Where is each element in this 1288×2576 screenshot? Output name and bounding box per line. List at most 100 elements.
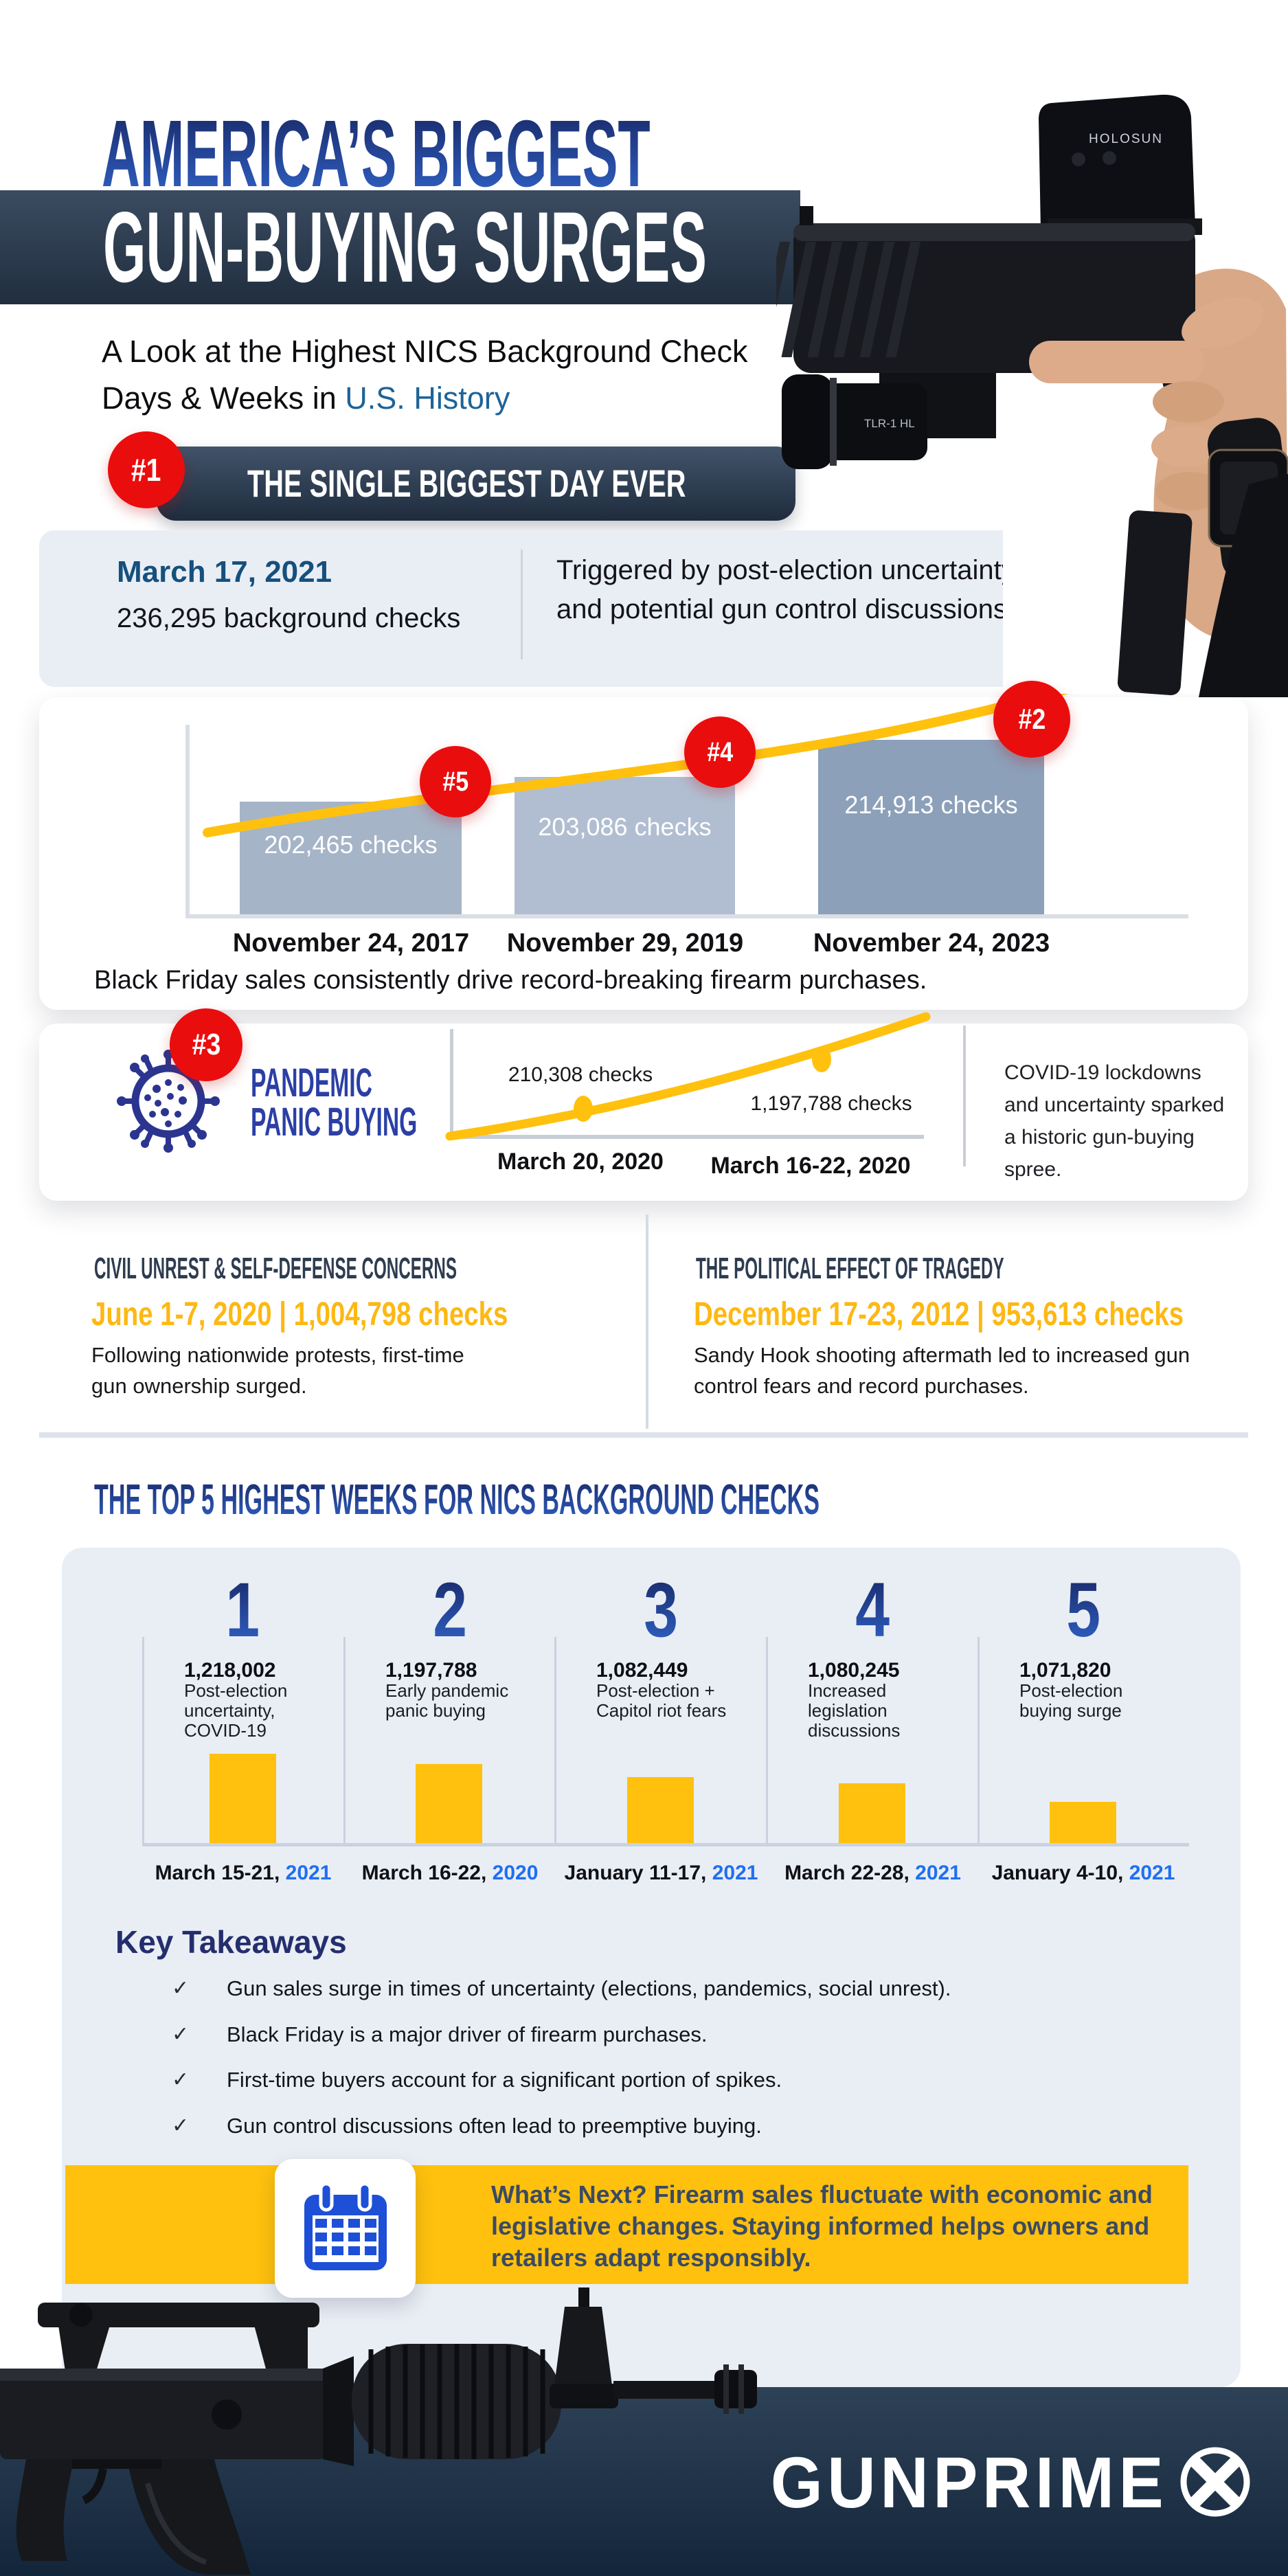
weapon-light-icon: TLR-1 HL — [782, 373, 996, 469]
pandemic-point2-value: 1,197,788 checks — [750, 1092, 912, 1115]
t5-rank-1: 1 — [225, 1567, 260, 1653]
biggest-day-stat: 236,295 background checks — [117, 603, 461, 633]
rank-badge-2: #2 — [993, 681, 1070, 758]
pistol-magazine — [1117, 510, 1193, 696]
event1-title: CIVIL UNREST & SELF-DEFENSE CONCERNS — [94, 1252, 457, 1285]
whats-next-text: What’s Next? Firearm sales fluctuate wit… — [491, 2180, 1153, 2272]
bf-date-2019: November 29, 2019 — [506, 929, 744, 958]
t5-rank-2: 2 — [433, 1567, 467, 1653]
check-icon-3: ✓ — [172, 2068, 190, 2091]
pandemic-x-axis — [450, 1135, 924, 1139]
pandemic-point1-value: 210,308 checks — [508, 1063, 653, 1086]
t5-border-0 — [142, 1637, 144, 1844]
pandemic-divider — [963, 1026, 966, 1166]
event2-title: THE POLITICAL EFFECT OF TRAGEDY — [696, 1252, 1004, 1285]
subtitle-text: A Look at the Highest NICS Background Ch… — [102, 334, 748, 416]
event2-stat: December 17-23, 2012 | 953,613 checks — [694, 1296, 1184, 1333]
t5-border-3 — [766, 1637, 768, 1844]
top5-title: THE TOP 5 HIGHEST WEEKS FOR NICS BACKGRO… — [94, 1476, 820, 1524]
rank-badge-1: #1 — [108, 431, 185, 508]
light-label: TLR-1 HL — [864, 417, 915, 430]
t5-bar-1 — [210, 1754, 276, 1843]
single-biggest-day-banner: THE SINGLE BIGGEST DAY EVER — [157, 447, 795, 521]
takeaway-item-2: Black Friday is a major driver of firear… — [227, 2022, 708, 2046]
t5-value-3: 1,082,449 — [596, 1659, 688, 1682]
calendar-card — [275, 2159, 416, 2298]
t5-rank-4: 4 — [855, 1567, 890, 1653]
pistol-photo: HOLOSUN — [755, 0, 1288, 701]
t5-bar-3 — [627, 1777, 694, 1843]
subtitle-highlight: U.S. History — [345, 381, 510, 416]
bf-bar-2023-value: 214,913 checks — [844, 791, 1018, 819]
optic-label: HOLOSUN — [1089, 132, 1163, 146]
t5-date-2: March 16-22, 2020 — [361, 1862, 539, 1884]
bf-x-axis — [185, 914, 1188, 918]
sleeve — [1199, 474, 1288, 697]
t5-date-4: March 22-28, 2021 — [784, 1862, 961, 1884]
page-title-line1: AMERICA’S BIGGEST — [102, 101, 651, 207]
t5-rank-5: 5 — [1066, 1567, 1100, 1653]
t5-label-5: Post-election buying surge — [1019, 1680, 1123, 1721]
check-icon-4: ✓ — [172, 2114, 190, 2137]
panel-divider — [521, 550, 523, 659]
t5-border-1 — [343, 1637, 346, 1844]
events-divider — [646, 1214, 648, 1429]
bf-date-2017: November 24, 2017 — [232, 929, 470, 958]
takeaway-item-3: First-time buyers account for a signific… — [227, 2068, 782, 2092]
event1-stat: June 1-7, 2020 | 1,004,798 checks — [91, 1296, 508, 1333]
bf-date-2023: November 24, 2023 — [813, 929, 1050, 958]
t5-date-3: January 11-17, 2021 — [564, 1862, 758, 1884]
t5-date-5: January 4-10, 2021 — [991, 1862, 1175, 1884]
t5-bar-2 — [416, 1764, 482, 1843]
t5-value-5: 1,071,820 — [1019, 1659, 1111, 1682]
calendar-icon — [304, 2184, 387, 2270]
takeaways-title: Key Takeaways — [115, 1924, 347, 1960]
takeaway-item-1: Gun sales surge in times of uncertainty … — [227, 1976, 951, 2000]
page-subtitle: A Look at the Highest NICS Background Ch… — [102, 328, 789, 422]
pandemic-title: PANDEMIC PANIC BUYING — [251, 1061, 418, 1144]
t5-border-2 — [554, 1637, 556, 1844]
brand-logo-icon — [1176, 2443, 1255, 2522]
bf-caption: Black Friday sales consistently drive re… — [94, 966, 927, 995]
t5-value-2: 1,197,788 — [385, 1659, 477, 1682]
t5-baseline — [142, 1843, 1189, 1846]
biggest-day-date: March 17, 2021 — [117, 555, 332, 589]
pandemic-point2-date: March 16-22, 2020 — [710, 1153, 911, 1179]
pandemic-y-axis — [450, 1029, 453, 1139]
t5-border-4 — [978, 1637, 980, 1844]
t5-label-3: Post-election + Capitol riot fears — [596, 1680, 727, 1721]
check-icon-2: ✓ — [172, 2023, 190, 2046]
rank-badge-5: #5 — [420, 746, 491, 817]
pandemic-description: COVID-19 lockdowns and uncertainty spark… — [1004, 1061, 1225, 1181]
t5-bar-4 — [839, 1783, 905, 1843]
page-title-line2: GUN-BUYING SURGES — [103, 191, 707, 303]
rifle-photo — [0, 2287, 769, 2576]
t5-bar-5 — [1050, 1802, 1116, 1843]
pandemic-point1-date: March 20, 2020 — [497, 1149, 664, 1175]
red-dot-optic-icon: HOLOSUN — [1039, 94, 1202, 235]
pandemic-trend-line — [445, 1008, 933, 1142]
bf-bar-2017-value: 202,465 checks — [264, 831, 438, 859]
event2-description: Sandy Hook shooting aftermath led to inc… — [694, 1343, 1190, 1398]
whats-next-banner — [65, 2165, 1188, 2284]
bf-bar-2019-value: 203,086 checks — [538, 813, 712, 841]
rifle-silhouette — [0, 2287, 757, 2575]
brand-logo: GUNPRIME — [770, 2443, 1168, 2523]
t5-label-4: Increased legislation discussions — [808, 1680, 901, 1741]
t5-label-2: Early pandemic panic buying — [385, 1680, 509, 1721]
event1-description: Following nationwide protests, first-tim… — [91, 1343, 464, 1398]
section-divider — [39, 1432, 1248, 1438]
rank-badge-4: #4 — [684, 716, 756, 788]
check-icon-1: ✓ — [172, 1977, 190, 2000]
takeaway-item-4: Gun control discussions often lead to pr… — [227, 2114, 762, 2138]
bf-bar-2023: 214,913 checks — [818, 740, 1044, 914]
t5-date-1: March 15-21, 2021 — [155, 1862, 332, 1884]
t5-value-4: 1,080,245 — [808, 1659, 900, 1682]
t5-value-1: 1,218,002 — [184, 1659, 276, 1682]
t5-label-1: Post-election uncertainty, COVID-19 — [184, 1680, 288, 1741]
bf-y-axis — [185, 725, 190, 918]
bf-bar-2019: 203,086 checks — [515, 777, 735, 914]
t5-rank-3: 3 — [644, 1567, 679, 1653]
rank-badge-3: #3 — [170, 1008, 242, 1081]
